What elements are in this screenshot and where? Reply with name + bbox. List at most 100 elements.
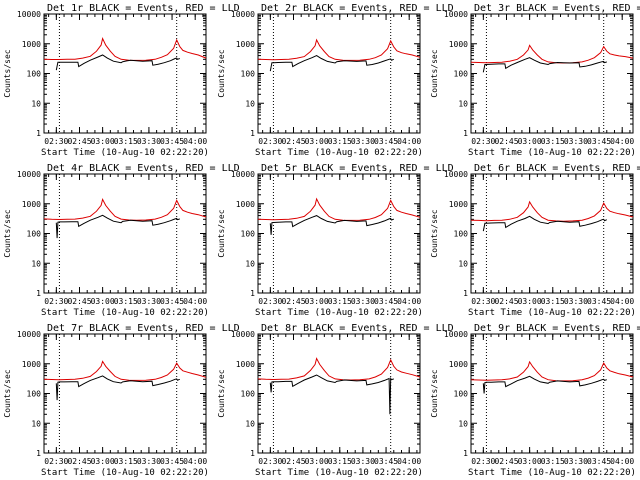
y-tick-label: 10000 <box>444 170 468 179</box>
plot-frame <box>257 13 421 134</box>
panel-det-3r: Det 3r BLACK = Events, RED = LLD 1 10 100 10… <box>430 3 640 158</box>
x-tick-label: 03:15 <box>114 457 138 466</box>
plot-frame <box>257 333 421 454</box>
plot-title: Det 2r BLACK = Events, RED = LLD <box>261 3 454 14</box>
x-tick-label: 03:15 <box>541 457 565 466</box>
y-axis-label: Counts/sec <box>3 49 12 97</box>
x-tick-label: 03:00 <box>518 457 542 466</box>
y-axis-label: Counts/sec <box>430 209 439 257</box>
y-tick-label: 10000 <box>17 10 41 19</box>
lld-series-line <box>43 36 207 61</box>
y-tick-label: 10000 <box>17 170 41 179</box>
x-tick-label: 03:30 <box>564 457 588 466</box>
y-axis-label: Counts/sec <box>217 49 226 97</box>
x-tick-label: 03:30 <box>564 297 588 306</box>
x-tick-label: 03:00 <box>305 297 329 306</box>
plot-frame <box>257 173 421 294</box>
y-tick-label: 1000 <box>449 40 468 49</box>
x-tick-label: 04:00 <box>610 137 634 146</box>
y-tick-label: 10000 <box>444 330 468 339</box>
panel-det-5r: Det 5r BLACK = Events, RED = LLD 1 10 100 10… <box>217 163 454 318</box>
lld-series-line <box>257 197 421 221</box>
y-axis-label: Counts/sec <box>430 369 439 417</box>
y-tick-label: 100 <box>241 390 256 399</box>
y-tick-label: 100 <box>454 390 469 399</box>
y-tick-label: 10 <box>31 99 41 108</box>
x-tick-label: 02:30 <box>258 137 282 146</box>
panel-det-4r: Det 4r BLACK = Events, RED = LLD 1 10 100 10… <box>3 163 240 318</box>
x-tick-label: 02:45 <box>494 137 518 146</box>
x-tick-label: 03:45 <box>374 457 398 466</box>
y-axis-label: Counts/sec <box>3 209 12 257</box>
y-axis-label: Counts/sec <box>430 49 439 97</box>
plot-frame <box>470 173 634 294</box>
y-tick-label: 100 <box>27 70 42 79</box>
x-tick-label: 02:45 <box>494 297 518 306</box>
lld-series-line <box>43 360 207 381</box>
panel-det-7r: Det 7r BLACK = Events, RED = LLD 1 10 100 10… <box>3 323 240 478</box>
y-axis-label: Counts/sec <box>217 209 226 257</box>
y-tick-label: 1000 <box>236 200 255 209</box>
lld-series-line <box>257 38 421 61</box>
y-tick-label: 10000 <box>17 330 41 339</box>
y-tick-label: 10 <box>245 419 255 428</box>
y-tick-label: 1000 <box>449 200 468 209</box>
plot-frame <box>43 173 207 294</box>
y-tick-label: 10 <box>31 419 41 428</box>
y-tick-label: 10000 <box>231 330 255 339</box>
events-series-line <box>482 375 607 394</box>
x-tick-label: 03:15 <box>114 137 138 146</box>
x-tick-label: 03:30 <box>351 457 375 466</box>
x-tick-label: 03:45 <box>587 297 611 306</box>
events-series-line <box>55 375 180 401</box>
x-tick-label: 03:45 <box>160 137 184 146</box>
y-tick-label: 1 <box>36 289 41 298</box>
x-tick-label: 02:45 <box>494 457 518 466</box>
x-tick-label: 03:30 <box>137 457 161 466</box>
x-tick-label: 02:30 <box>258 297 282 306</box>
x-axis-label: Start Time (10-Aug-10 02:22:20) <box>468 308 636 318</box>
events-series-line <box>482 215 607 232</box>
panel-det-1r: Det 1r BLACK = Events, RED = LLD 1 10 100 10… <box>3 3 240 158</box>
y-tick-label: 100 <box>454 70 469 79</box>
y-tick-label: 10 <box>458 259 468 268</box>
x-tick-label: 03:45 <box>374 137 398 146</box>
x-tick-label: 03:00 <box>305 457 329 466</box>
y-tick-label: 1000 <box>236 360 255 369</box>
plot-frame <box>470 333 634 454</box>
x-tick-label: 03:15 <box>541 137 565 146</box>
y-tick-label: 100 <box>27 230 42 239</box>
events-series-line <box>55 54 180 71</box>
lld-series-line <box>257 357 421 381</box>
x-tick-label: 03:30 <box>137 297 161 306</box>
x-axis-label: Start Time (10-Aug-10 02:22:20) <box>255 308 423 318</box>
x-tick-label: 04:00 <box>183 137 207 146</box>
y-tick-label: 1 <box>250 449 255 458</box>
y-tick-label: 1000 <box>22 40 41 49</box>
x-tick-label: 03:00 <box>91 137 115 146</box>
x-tick-label: 03:00 <box>91 297 115 306</box>
y-axis-label: Counts/sec <box>3 369 12 417</box>
lld-series-line <box>470 360 634 382</box>
lld-series-line <box>43 197 207 221</box>
x-tick-label: 03:15 <box>328 297 352 306</box>
x-axis-label: Start Time (10-Aug-10 02:22:20) <box>41 308 209 318</box>
panel-det-9r: Det 9r BLACK = Events, RED = LLD 1 10 100 10… <box>430 323 640 478</box>
x-tick-label: 02:30 <box>258 457 282 466</box>
x-tick-label: 03:45 <box>160 297 184 306</box>
y-tick-label: 1 <box>463 449 468 458</box>
plot-title: Det 7r BLACK = Events, RED = LLD <box>47 323 240 334</box>
y-tick-label: 100 <box>241 230 256 239</box>
x-tick-label: 03:45 <box>374 297 398 306</box>
plot-title: Det 9r BLACK = Events, RED = LLD <box>474 323 640 334</box>
y-tick-label: 10 <box>458 99 468 108</box>
x-axis-label: Start Time (10-Aug-10 02:22:20) <box>468 148 636 158</box>
x-tick-label: 04:00 <box>183 297 207 306</box>
x-tick-label: 03:30 <box>351 137 375 146</box>
x-tick-label: 03:15 <box>541 297 565 306</box>
y-tick-label: 1 <box>250 129 255 138</box>
x-tick-label: 04:00 <box>397 457 421 466</box>
y-tick-label: 10 <box>458 419 468 428</box>
